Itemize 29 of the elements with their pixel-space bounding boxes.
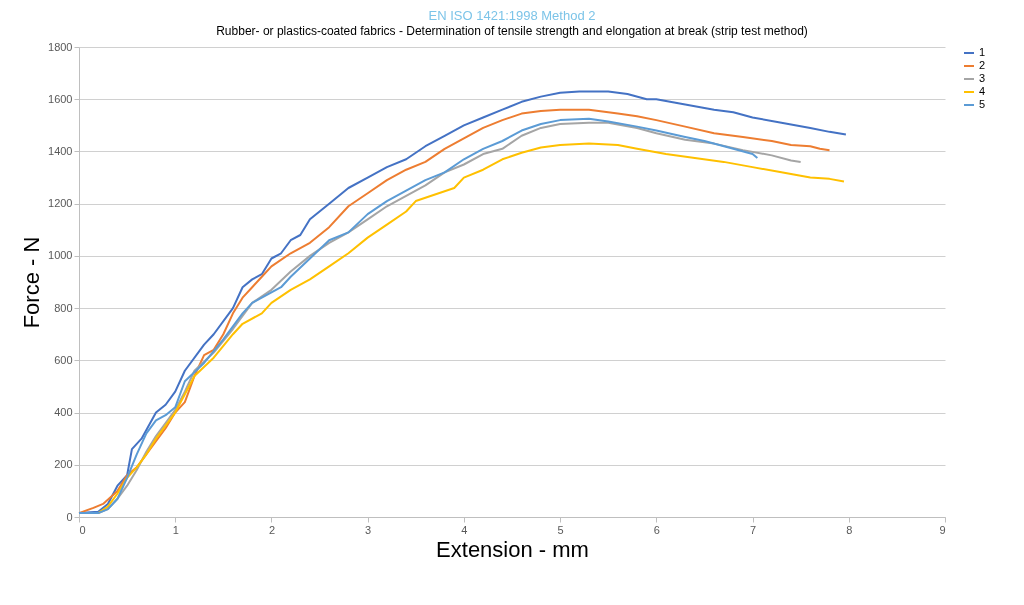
legend-label: 3 (979, 72, 986, 84)
y-tick-label: 400 (54, 406, 73, 419)
x-tick-label: 4 (461, 523, 468, 536)
x-tick-label: 5 (557, 523, 564, 536)
legend-label: 4 (979, 85, 986, 97)
y-tick-label: 800 (54, 301, 73, 314)
y-tick-label: 1400 (48, 144, 73, 157)
chart-title: EN ISO 1421:1998 Method 2 (428, 8, 596, 23)
x-tick-label: 1 (172, 523, 179, 536)
y-tick-label: 600 (54, 353, 73, 366)
legend-label: 1 (979, 46, 986, 58)
legend-label: 5 (979, 98, 986, 110)
x-tick-label: 7 (749, 523, 757, 536)
x-axis-title: Extension - mm (436, 536, 589, 562)
y-tick-label: 1800 (48, 40, 73, 53)
x-tick-label: 6 (653, 523, 660, 536)
y-axis-title: Force - N (19, 236, 45, 329)
y-tick-label: 0 (66, 510, 73, 523)
y-tick-label: 1200 (48, 197, 73, 210)
x-tick-label: 8 (846, 523, 853, 536)
x-tick-label: 2 (268, 523, 276, 536)
y-tick-label: 200 (54, 458, 73, 471)
x-tick-label: 3 (365, 523, 372, 536)
chart-subtitle: Rubber- or plastics-coated fabrics - Determination of tensile strength and elongation at break (strip test method) (216, 24, 808, 38)
y-tick-label: 1000 (48, 249, 73, 262)
x-tick-label: 0 (79, 523, 86, 536)
y-tick-label: 1600 (48, 92, 73, 105)
x-tick-label: 9 (939, 523, 946, 536)
legend-label: 2 (979, 59, 986, 71)
